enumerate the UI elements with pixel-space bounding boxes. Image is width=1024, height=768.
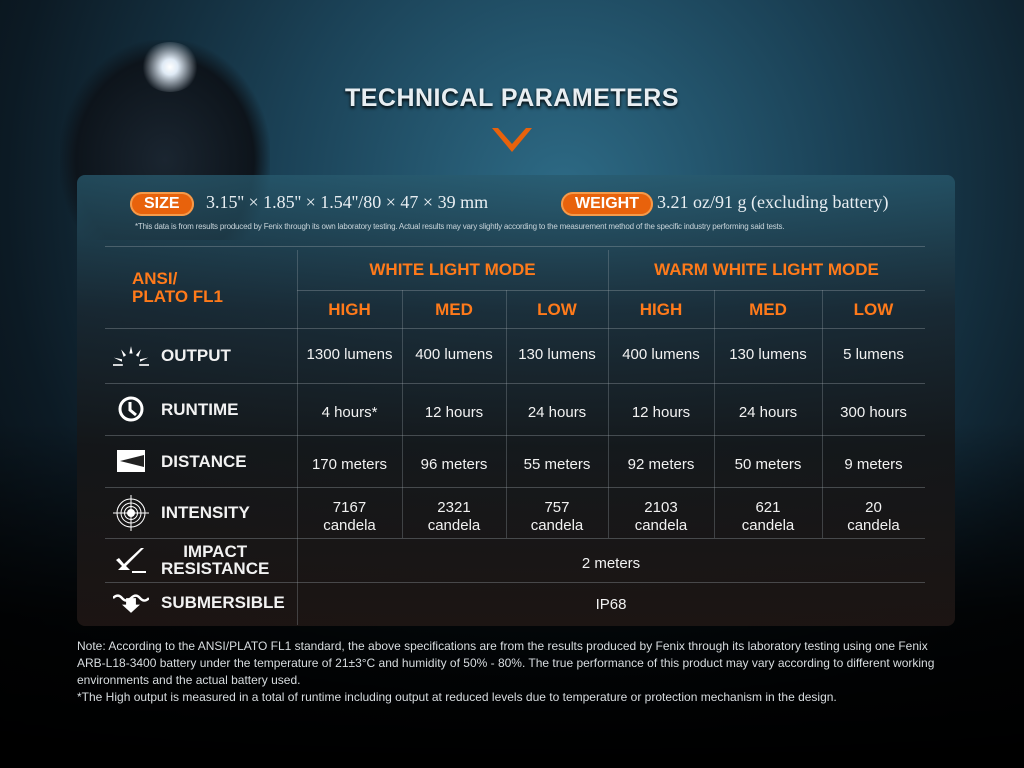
table-cell: 50 meters bbox=[734, 456, 802, 473]
row-label-text: DISTANCE bbox=[161, 451, 247, 471]
table-cell: 170 meters bbox=[311, 456, 388, 473]
table-cell: 130 lumens bbox=[518, 345, 596, 363]
table-cell: 7167 candela bbox=[323, 498, 376, 534]
submersible-value: IP68 bbox=[595, 595, 627, 613]
divider bbox=[297, 290, 925, 291]
table-cell: 2321 candela bbox=[427, 498, 481, 534]
divider bbox=[105, 538, 925, 539]
row-label-runtime: RUNTIME bbox=[105, 383, 297, 435]
note-high-output: *The High output is measured in a total … bbox=[77, 690, 837, 704]
weight-value: 3.21 oz/91 g (excluding battery) bbox=[657, 192, 889, 212]
row-label-text: RUNTIME bbox=[161, 399, 239, 419]
impact-label2: RESISTANCE bbox=[161, 559, 270, 578]
table-cell: 20 candela bbox=[847, 498, 900, 534]
divider bbox=[297, 250, 298, 625]
mode-header-warm: WARM WHITE LIGHT MODE bbox=[654, 260, 879, 279]
water-arrow-icon bbox=[113, 591, 149, 615]
divider bbox=[506, 290, 507, 538]
level-header: HIGH bbox=[639, 300, 683, 319]
table-cell: 400 lumens bbox=[415, 345, 493, 363]
table-cell: 757 candela bbox=[530, 498, 584, 534]
table-cell: 9 meters bbox=[844, 456, 903, 473]
level-header: HIGH bbox=[328, 300, 371, 319]
table-cell: 5 lumens bbox=[843, 345, 904, 363]
divider bbox=[402, 290, 403, 538]
row-label-impact-resistance: IMPACT RESISTANCE bbox=[105, 538, 297, 582]
divider bbox=[608, 250, 609, 538]
weight-badge: WEIGHT bbox=[561, 192, 653, 216]
row-label-distance: DISTANCE bbox=[105, 435, 297, 487]
standard-line1: ANSI/ bbox=[132, 268, 178, 288]
table-cell: 24 hours bbox=[527, 404, 587, 421]
clock-icon bbox=[113, 395, 149, 423]
table-cell: 96 meters bbox=[420, 456, 488, 473]
level-header: LOW bbox=[853, 300, 894, 319]
divider bbox=[105, 328, 925, 329]
headlamp-glow bbox=[140, 42, 200, 92]
table-cell: 400 lumens bbox=[622, 345, 700, 363]
row-label-submersible: SUBMERSIBLE bbox=[105, 582, 297, 623]
table-cell: 92 meters bbox=[627, 456, 695, 473]
table-cell: 12 hours bbox=[631, 404, 691, 421]
divider bbox=[105, 487, 925, 488]
level-header: MED bbox=[435, 300, 473, 319]
divider bbox=[105, 435, 925, 436]
beam-distance-icon bbox=[113, 449, 149, 473]
table-cell: 130 lumens bbox=[729, 345, 807, 363]
row-label-text: OUTPUT bbox=[161, 346, 231, 365]
standard-label: ANSI/PLATO FL1 bbox=[110, 255, 290, 320]
footnote: Note: According to the ANSI/PLATO FL1 st… bbox=[77, 638, 957, 706]
chevron-down-icon bbox=[492, 128, 532, 152]
row-label-output: OUTPUT bbox=[105, 328, 297, 383]
table-cell: 55 meters bbox=[523, 456, 591, 473]
table-cell: 621 candela bbox=[741, 498, 795, 534]
row-label-text: INTENSITY bbox=[161, 503, 250, 522]
impact-label1: IMPACT bbox=[183, 542, 248, 561]
divider bbox=[105, 246, 925, 247]
note-standard: Note: According to the ANSI/PLATO FL1 st… bbox=[77, 639, 935, 687]
row-label-text: IMPACT RESISTANCE bbox=[161, 543, 269, 577]
table-cell: 24 hours bbox=[738, 404, 798, 421]
disclaimer: *This data is from results produced by F… bbox=[135, 222, 785, 231]
spec-panel bbox=[77, 175, 955, 626]
divider bbox=[714, 290, 715, 538]
table-cell: 12 hours bbox=[424, 404, 484, 421]
target-icon bbox=[113, 494, 149, 531]
sunburst-icon bbox=[113, 344, 149, 368]
level-header: LOW bbox=[537, 300, 577, 319]
mode-header-white: WHITE LIGHT MODE bbox=[369, 260, 536, 279]
size-badge: SIZE bbox=[130, 192, 194, 216]
impact-value: 2 meters bbox=[581, 555, 641, 572]
level-header: MED bbox=[749, 300, 787, 319]
divider bbox=[105, 582, 925, 583]
standard-line2: PLATO FL1 bbox=[132, 286, 223, 306]
table-cell: 4 hours* bbox=[321, 404, 378, 421]
page-title: TECHNICAL PARAMETERS bbox=[344, 84, 680, 112]
table-cell: 2103 candela bbox=[634, 498, 688, 534]
size-value: 3.15'' × 1.85'' × 1.54''/80 × 47 × 39 mm bbox=[206, 192, 489, 212]
table-cell: 1300 lumens bbox=[306, 345, 393, 363]
divider bbox=[105, 383, 925, 384]
divider bbox=[822, 290, 823, 538]
row-label-intensity: INTENSITY bbox=[105, 487, 297, 538]
table-cell: 300 hours bbox=[840, 404, 907, 421]
impact-icon bbox=[113, 546, 149, 574]
row-label-text: SUBMERSIBLE bbox=[161, 593, 285, 612]
